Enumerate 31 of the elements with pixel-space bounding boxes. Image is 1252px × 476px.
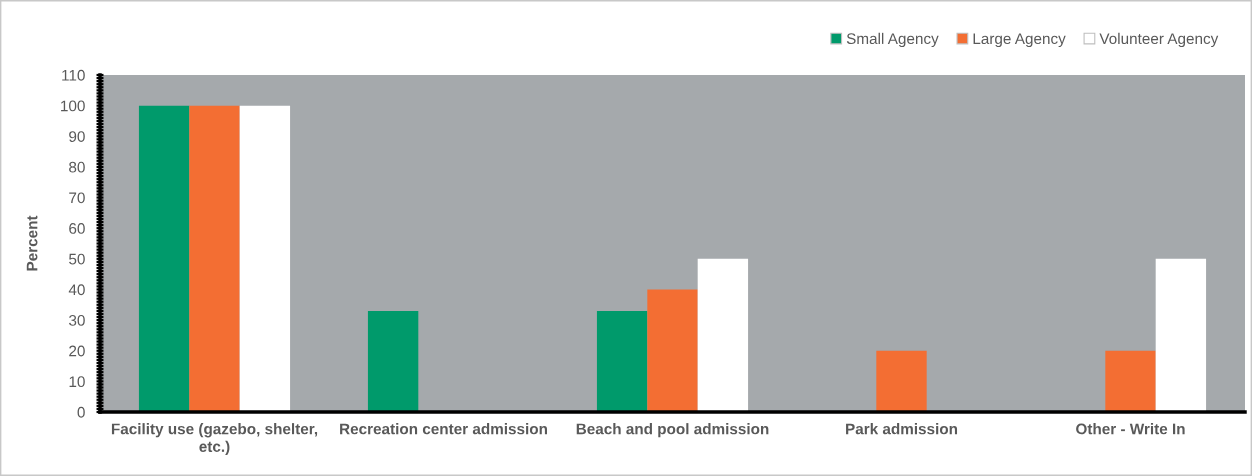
- bar: [876, 350, 927, 412]
- y-tick-label: 10: [69, 376, 85, 388]
- legend-label: Volunteer Agency: [1099, 32, 1219, 48]
- x-tick-label: Recreation center admission: [340, 423, 547, 435]
- legend-label: Small Agency: [846, 32, 939, 48]
- y-tick-label: 110: [62, 69, 85, 81]
- bar: [189, 105, 240, 412]
- y-tick-label: 30: [69, 314, 85, 326]
- legend-label: Large Agency: [973, 33, 1066, 48]
- y-tick-label: 0: [77, 406, 85, 418]
- x-tick-label: Facility use (gazebo, shelter, etc.): [111, 423, 318, 455]
- bar: [138, 105, 190, 412]
- y-tick-label: 80: [69, 161, 85, 173]
- y-tick-label: 50: [69, 253, 85, 265]
- bar: [1105, 350, 1156, 412]
- bar: [596, 310, 648, 412]
- y-tick-label: 20: [69, 345, 85, 357]
- bar: [647, 289, 698, 412]
- y-tick-label: 100: [61, 100, 85, 112]
- y-tick-label: 60: [69, 223, 85, 234]
- y-tick-label: 70: [69, 192, 85, 204]
- bar: [239, 105, 291, 412]
- x-tick-label: Park admission: [846, 423, 958, 435]
- bar: [367, 310, 419, 412]
- bar: [697, 258, 749, 412]
- x-tick-label: Other - Write In: [1076, 423, 1185, 435]
- x-tick-label: Beach and pool admission: [576, 423, 769, 438]
- bar: [1155, 258, 1207, 412]
- y-tick-label: 40: [68, 284, 85, 296]
- y-tick-label: 90: [69, 131, 85, 142]
- y-axis-title: Percent: [26, 215, 38, 271]
